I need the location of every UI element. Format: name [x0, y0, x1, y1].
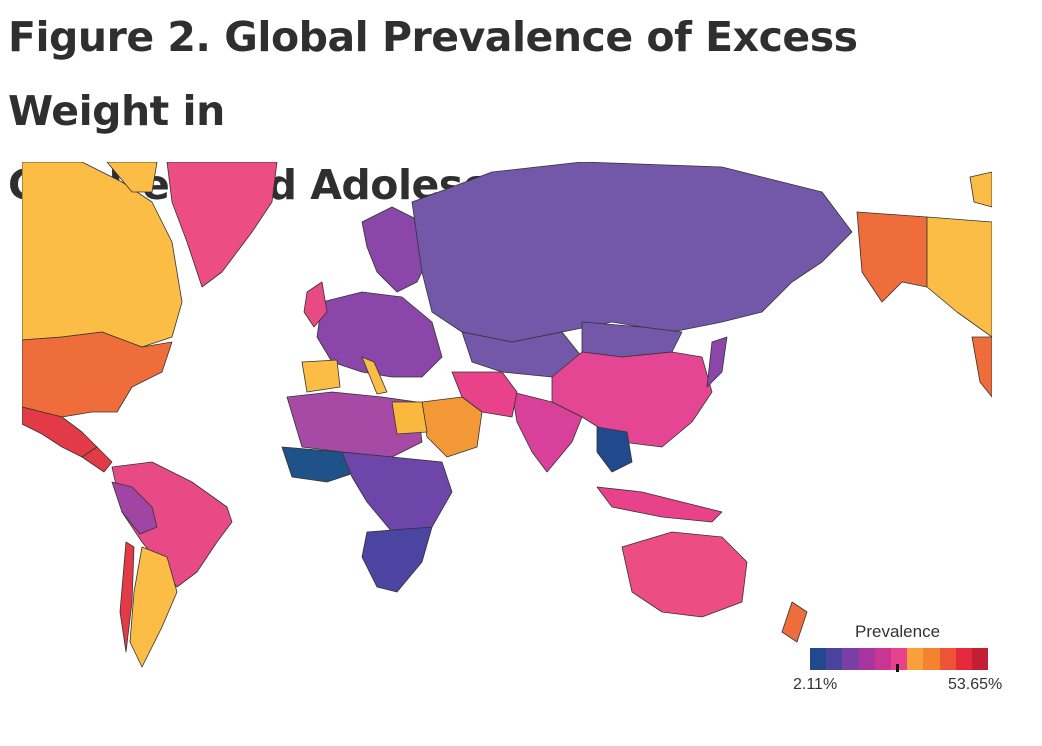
- legend-title: Prevalence: [855, 622, 941, 641]
- region-peru-bolivia: [111, 481, 158, 535]
- region-alaska: [856, 211, 928, 303]
- legend-swatch: [890, 648, 908, 670]
- region-southern-africa: [361, 526, 433, 593]
- legend-swatch: [810, 648, 827, 670]
- region-west-africa: [281, 446, 358, 483]
- region-south-america: [111, 461, 233, 588]
- region-india: [511, 391, 583, 473]
- legend-swatch: [858, 648, 875, 670]
- region-central-america: [81, 446, 113, 473]
- region-greenland: [166, 162, 278, 288]
- region-europe: [316, 291, 443, 378]
- region-italy: [361, 356, 388, 395]
- region-canada: [22, 162, 183, 348]
- region-egypt: [391, 401, 428, 435]
- region-australia: [621, 531, 748, 618]
- legend-tick-marker: [896, 664, 899, 672]
- title-line-1: Figure 2. Global Prevalence of Excess We…: [8, 13, 858, 135]
- region-scandinavia: [361, 206, 433, 293]
- region-canada-ne: [969, 171, 992, 208]
- region-saudi: [421, 396, 483, 458]
- region-usa-west: [971, 336, 992, 398]
- region-canada-east: [926, 216, 992, 338]
- legend-swatch: [826, 648, 843, 670]
- region-uk: [303, 281, 328, 328]
- legend-min-label: 2.11%: [793, 676, 838, 693]
- region-chile: [119, 541, 135, 653]
- legend-swatch: [939, 648, 956, 670]
- region-north-africa: [286, 391, 423, 458]
- region-se-asia: [596, 426, 633, 473]
- region-russia: [411, 162, 853, 343]
- legend-swatch: [842, 648, 859, 670]
- legend-swatch: [874, 648, 891, 670]
- region-indonesia: [596, 486, 723, 523]
- region-japan: [706, 336, 728, 388]
- region-spain: [301, 359, 341, 393]
- region-new-zealand: [781, 601, 808, 643]
- region-arctic-islands: [106, 162, 158, 193]
- legend-color-bar: [810, 648, 989, 670]
- legend-swatch: [923, 648, 940, 670]
- legend-swatch: [907, 648, 924, 670]
- legend-swatch: [971, 648, 989, 670]
- region-argentina: [129, 546, 178, 668]
- world-map: [22, 162, 992, 668]
- legend-swatch: [955, 648, 972, 670]
- region-central-africa: [341, 451, 453, 533]
- legend-max-label: 53.65%: [948, 676, 1003, 693]
